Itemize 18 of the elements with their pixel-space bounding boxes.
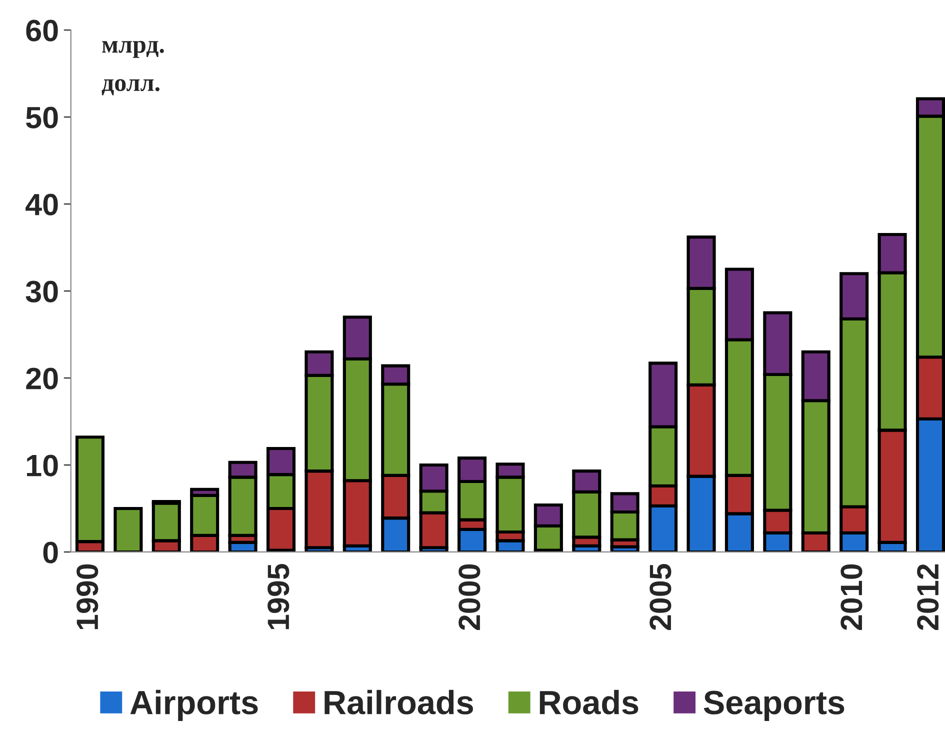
y-tick-label: 50 <box>26 106 58 128</box>
legend-label: Seaports <box>704 690 844 721</box>
legend-label: Railroads <box>324 690 473 714</box>
x-tick-label: 1990 <box>76 564 98 630</box>
x-tick-label: 2000 <box>458 564 480 630</box>
x-tick-label: 2012 <box>917 564 939 630</box>
x-tick-label: 1995 <box>268 564 290 630</box>
x-tick-label: 2005 <box>650 564 672 630</box>
x-tick-label: 2010 <box>840 564 862 630</box>
y-tick-label: 30 <box>26 280 58 302</box>
y-axis-title: млрд. долл. <box>102 40 164 96</box>
legend-label: Airports <box>130 690 258 721</box>
y-tick-label: 20 <box>26 368 58 390</box>
legend-label: Roads <box>540 690 638 714</box>
y-tick-label: 10 <box>27 454 58 476</box>
y-tick-label: 40 <box>26 194 58 216</box>
y-tick-label: 0 <box>43 542 58 564</box>
y-tick-label: 60 <box>26 20 58 42</box>
